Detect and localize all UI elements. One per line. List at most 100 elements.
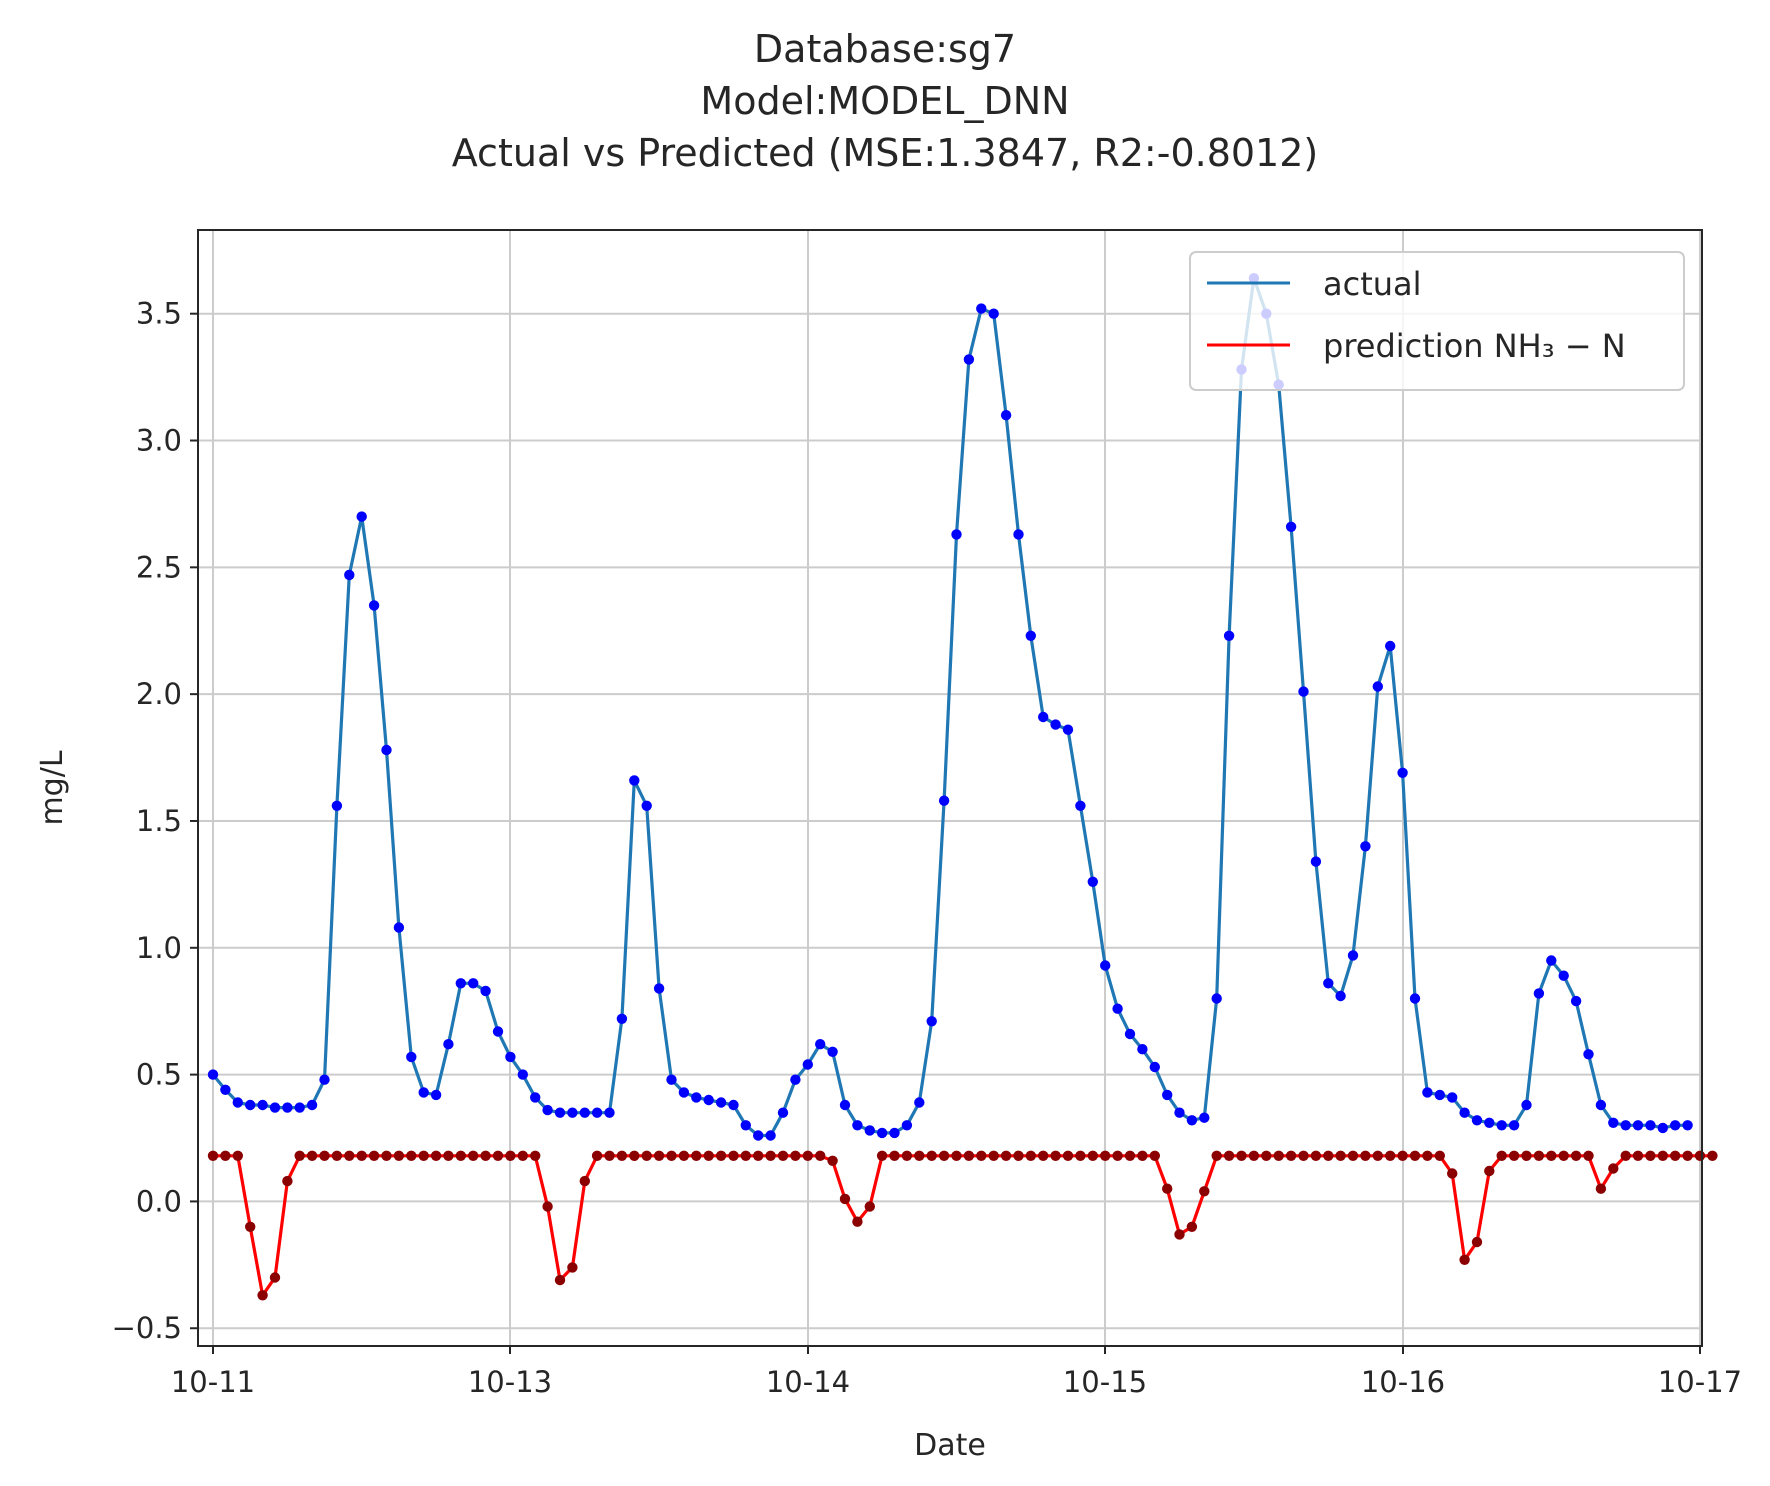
- data-point-prediction: [1558, 1150, 1569, 1162]
- data-point-prediction: [530, 1150, 541, 1162]
- data-point-actual: [1397, 767, 1408, 778]
- data-point-prediction: [1459, 1254, 1470, 1266]
- data-point-actual: [988, 308, 999, 319]
- data-point-actual: [331, 800, 343, 811]
- data-point-actual: [480, 985, 491, 997]
- data-point-prediction: [542, 1201, 553, 1212]
- data-point-prediction: [926, 1150, 937, 1162]
- data-point-actual: [418, 1087, 429, 1098]
- data-point-actual: [542, 1104, 553, 1116]
- data-point-actual: [1186, 1115, 1198, 1126]
- data-point-prediction: [1645, 1150, 1656, 1162]
- data-point-actual: [381, 744, 392, 756]
- data-point-prediction: [1360, 1150, 1371, 1162]
- data-point-actual: [368, 600, 380, 611]
- legend-label-prediction: prediction NH₃ − N: [1323, 327, 1626, 365]
- data-point-actual: [1124, 1028, 1136, 1040]
- data-point-prediction: [591, 1150, 603, 1162]
- data-point-actual: [1162, 1089, 1173, 1101]
- y-tick-label: −0.5: [112, 1311, 182, 1345]
- data-point-actual: [740, 1120, 751, 1131]
- data-point-prediction: [1075, 1150, 1086, 1162]
- data-point-prediction: [492, 1150, 504, 1162]
- chart-title: Database:sg7 Model:MODEL_DNN Actual vs P…: [452, 27, 1319, 175]
- data-point-actual: [1558, 970, 1569, 981]
- data-point-prediction: [802, 1150, 813, 1162]
- data-point-actual: [319, 1074, 330, 1085]
- data-point-actual: [926, 1016, 937, 1027]
- data-point-actual: [914, 1097, 925, 1108]
- data-point-prediction: [1000, 1150, 1012, 1162]
- legend: actual prediction NH₃ − N: [1189, 251, 1685, 391]
- data-point-prediction: [393, 1150, 405, 1162]
- data-point-prediction: [988, 1150, 999, 1162]
- data-point-actual: [715, 1097, 727, 1108]
- data-point-actual: [1447, 1092, 1458, 1103]
- data-point-prediction: [207, 1150, 219, 1162]
- data-point-actual: [591, 1107, 603, 1118]
- data-point-actual: [1223, 630, 1235, 641]
- data-point-prediction: [1434, 1150, 1446, 1162]
- data-point-actual: [306, 1099, 318, 1111]
- data-point-prediction: [1062, 1150, 1074, 1162]
- data-point-actual: [864, 1125, 875, 1136]
- grid-lines: [198, 230, 1702, 1346]
- data-point-actual: [1360, 841, 1371, 852]
- data-point-prediction: [430, 1150, 442, 1162]
- data-point-prediction: [1100, 1150, 1111, 1162]
- data-point-actual: [1137, 1044, 1148, 1055]
- data-point-prediction: [356, 1150, 367, 1162]
- data-point-prediction: [616, 1150, 628, 1162]
- data-point-prediction: [1124, 1150, 1136, 1162]
- data-point-actual: [852, 1120, 863, 1131]
- data-point-actual: [1025, 630, 1037, 641]
- data-point-actual: [653, 983, 665, 994]
- data-point-prediction: [232, 1150, 243, 1162]
- data-point-actual: [815, 1039, 826, 1050]
- data-point-prediction: [1546, 1150, 1557, 1162]
- data-point-prediction: [1038, 1150, 1049, 1162]
- data-point-actual: [1632, 1120, 1644, 1131]
- data-point-prediction: [406, 1150, 417, 1162]
- data-point-actual: [1471, 1115, 1483, 1126]
- x-axis: 10-11 10-13 10-14 10-15 10-16 10-17: [171, 1346, 1742, 1399]
- data-point-prediction: [306, 1150, 318, 1162]
- data-point-prediction: [876, 1150, 888, 1162]
- data-point-actual: [1372, 681, 1384, 692]
- data-point-prediction: [914, 1150, 925, 1162]
- data-point-actual: [1323, 978, 1334, 989]
- data-point-prediction: [1632, 1150, 1644, 1162]
- data-point-actual: [269, 1102, 281, 1113]
- data-point-prediction: [715, 1150, 727, 1162]
- data-point-actual: [1583, 1049, 1594, 1060]
- data-point-actual: [257, 1099, 268, 1111]
- data-point-actual: [579, 1107, 590, 1118]
- data-point-prediction: [368, 1150, 380, 1162]
- data-point-prediction: [331, 1150, 343, 1162]
- data-point-prediction: [1335, 1150, 1346, 1162]
- data-point-prediction: [703, 1150, 714, 1162]
- data-point-prediction: [517, 1150, 528, 1162]
- data-point-actual: [393, 922, 405, 933]
- data-point-actual: [1682, 1120, 1693, 1131]
- data-point-prediction: [1422, 1150, 1433, 1162]
- y-tick-label: 3.5: [136, 297, 182, 331]
- data-point-actual: [641, 800, 652, 811]
- data-point-actual: [1174, 1107, 1185, 1118]
- data-point-actual: [1310, 856, 1322, 867]
- data-point-actual: [468, 978, 479, 989]
- legend-box: [1189, 251, 1685, 391]
- data-point-actual: [691, 1092, 702, 1103]
- data-point-prediction: [1137, 1150, 1148, 1162]
- data-point-prediction: [220, 1150, 231, 1162]
- data-point-prediction: [963, 1150, 975, 1162]
- data-point-actual: [1533, 988, 1545, 999]
- data-point-prediction: [1162, 1183, 1173, 1194]
- y-tick-label: 2.0: [136, 677, 182, 711]
- data-point-prediction: [1570, 1150, 1582, 1162]
- data-point-prediction: [889, 1150, 900, 1162]
- data-point-prediction: [1285, 1150, 1297, 1162]
- data-point-prediction: [1273, 1150, 1284, 1162]
- data-point-actual: [1570, 995, 1582, 1007]
